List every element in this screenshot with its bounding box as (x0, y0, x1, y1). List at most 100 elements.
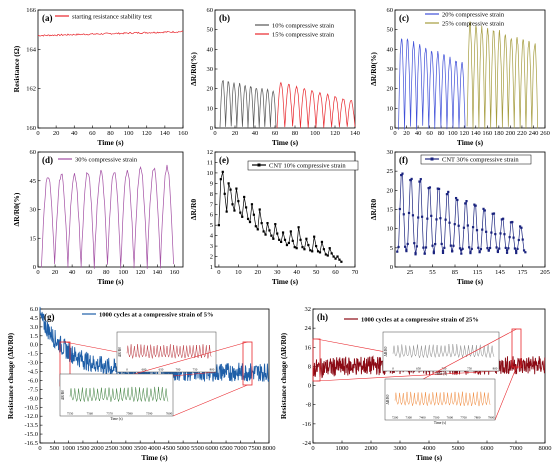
data-point (223, 192, 226, 195)
data-point (322, 248, 325, 251)
data-point (507, 247, 510, 250)
y-tick-label: -12.0 (24, 413, 38, 420)
data-point (443, 246, 446, 249)
data-point (465, 200, 468, 203)
panel-label: (e) (219, 155, 229, 165)
inset-y-label: ΔR/R0 (61, 390, 65, 400)
data-point (444, 218, 447, 221)
data-point (266, 221, 269, 225)
y-tick-label: 20 (387, 187, 394, 194)
y-tick-label: 0 (210, 125, 213, 132)
y-axis-label: ΔR/R0(%) (369, 52, 378, 86)
data-point (519, 225, 522, 228)
y-tick-label: 6.0 (30, 306, 38, 313)
inset-x-tick-label: 7300 (406, 416, 413, 420)
x-tick-label: 55 (429, 269, 436, 276)
x-tick-label: 0 (36, 269, 39, 276)
data-point (464, 202, 467, 205)
data-point (449, 244, 452, 247)
x-tick-label: 0 (393, 130, 396, 137)
data-point (338, 258, 341, 261)
y-tick-label: 4 (210, 233, 214, 240)
data-point (461, 247, 464, 250)
data-point (515, 251, 518, 255)
y-tick-label: 10 (207, 170, 214, 177)
y-tick-label: 2 (210, 254, 213, 261)
panel-label: (d) (42, 155, 53, 165)
panel-c: 0 20 40 60 80 100 120 140 160 180 200 220 240 260 0 10 2… (369, 7, 550, 147)
data-point (471, 226, 475, 229)
x-tick-label: 500 (49, 445, 59, 452)
x-tick-label: 115 (473, 269, 483, 276)
data-point (243, 195, 246, 199)
x-tick-label: 25 (407, 269, 414, 276)
data-point (508, 236, 511, 239)
y-axis-label: ΔR/R0(%) (189, 52, 198, 86)
data-point (521, 238, 524, 241)
x-axis-label: Time (s) (272, 138, 299, 147)
data-point (407, 211, 411, 215)
data-point (278, 238, 281, 241)
x-tick-label: 200 (506, 130, 516, 137)
data-point (496, 250, 499, 254)
inset-frame (382, 331, 500, 372)
data-point (336, 255, 339, 258)
data-point (490, 231, 493, 234)
x-tick-label: 60 (86, 269, 93, 276)
zoom-connector (64, 341, 118, 353)
inset-x-label: Time (s) (110, 417, 123, 421)
y-tick-label: 50 (387, 27, 394, 34)
data-point (326, 254, 329, 257)
data-point (426, 217, 429, 220)
y-axis-label: Resistance change (ΔR/R0) (6, 332, 15, 419)
data-point (491, 212, 494, 215)
inset-x-tick-label: 0 (392, 367, 394, 371)
y-tick-label: 20 (207, 86, 214, 93)
data-point (256, 228, 259, 231)
x-tick-label: 7000 (510, 445, 523, 452)
x-tick-label: 100 (124, 130, 134, 137)
y-tick-label: 24 (305, 325, 312, 332)
data-point (221, 170, 224, 173)
data-point (427, 186, 430, 190)
x-tick-label: 3000 (119, 445, 132, 452)
data-point (481, 228, 484, 231)
data-point (272, 237, 275, 240)
data-point (241, 215, 244, 218)
x-tick-label: 220 (517, 130, 527, 137)
y-axis-label: ΔR/R0 (189, 199, 198, 221)
inset-x-tick-label: 7400 (419, 416, 426, 420)
data-point (227, 182, 230, 185)
data-point (297, 226, 300, 229)
data-point (524, 251, 527, 254)
data-point (454, 196, 458, 200)
series-line-b-0 (219, 79, 277, 129)
inset-frame (59, 373, 174, 417)
y-tick-label: 0 (390, 264, 393, 271)
data-point (441, 251, 445, 255)
plot-frame-c (394, 9, 546, 129)
x-tick-label: 120 (142, 130, 152, 137)
x-tick-label: 0 (213, 130, 216, 137)
data-point (513, 247, 516, 250)
x-tick-label: 0 (217, 269, 220, 276)
y-tick-label: -10.5 (24, 404, 38, 411)
data-point (496, 249, 499, 252)
data-point (457, 224, 460, 227)
data-point (520, 226, 523, 229)
data-point (254, 225, 257, 228)
x-tick-label: 2000 (365, 445, 378, 452)
panel-label: (g) (44, 312, 55, 322)
x-tick-label: 20 (232, 130, 239, 137)
data-point (233, 209, 236, 212)
data-point (250, 203, 254, 206)
data-point (411, 214, 415, 217)
data-point (217, 224, 220, 227)
x-tick-label: 5000 (452, 445, 465, 452)
x-axis-label: Time (s) (272, 277, 299, 286)
panel-label: (a) (42, 13, 53, 23)
x-tick-label: 7000 (234, 445, 247, 452)
y-tick-label: 0 (308, 383, 311, 390)
data-point (470, 247, 473, 250)
